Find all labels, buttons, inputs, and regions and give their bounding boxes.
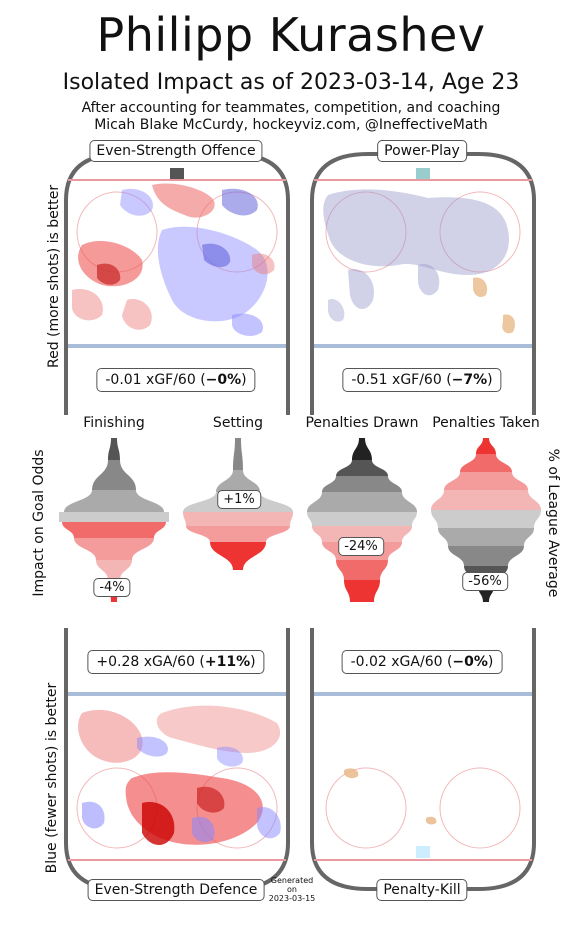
setting-header: Setting bbox=[212, 415, 264, 431]
violin-0-band-5 bbox=[74, 538, 154, 560]
penalty-kill-stat-value: -0.02 xGA/60 ( bbox=[350, 654, 453, 670]
ev-defence-rink bbox=[64, 628, 290, 891]
finishing-value: -4% bbox=[93, 578, 131, 597]
violin-0-band-1 bbox=[92, 460, 136, 490]
violin-2-band-3 bbox=[307, 492, 417, 512]
player-name-title: Philipp Kurashev bbox=[96, 8, 486, 62]
violin-0-band-3 bbox=[59, 512, 169, 522]
violin-3-band-6 bbox=[448, 546, 524, 566]
violin-2-band-1 bbox=[336, 460, 388, 476]
methodology-note: After accounting for teammates, competit… bbox=[0, 100, 582, 134]
power-play-rink bbox=[310, 152, 536, 415]
ev-offence-stat: -0.01 xGF/60 (−0%) bbox=[96, 368, 256, 392]
penalty-kill-stat: -0.02 xGA/60 (−0%) bbox=[341, 650, 503, 674]
penalties-taken-header: Penalties Taken bbox=[432, 415, 540, 431]
ev-offence-stat-value: -0.01 xGF/60 ( bbox=[105, 372, 206, 388]
power-play-label: Power-Play bbox=[377, 140, 467, 162]
violin-1-band-0 bbox=[233, 438, 243, 470]
violin-0-band-2 bbox=[64, 490, 164, 512]
impact-subtitle: Isolated Impact as of 2023-03-14, Age 23 bbox=[62, 70, 520, 95]
penalty-kill-label: Penalty-Kill bbox=[376, 879, 468, 901]
violin-1-band-3 bbox=[183, 512, 293, 526]
power-play-heatmap bbox=[323, 189, 515, 334]
violin-2-band-8 bbox=[344, 580, 380, 602]
penalty-kill-heatmap bbox=[344, 768, 437, 825]
power-play-stat-pct: −7% bbox=[451, 372, 488, 388]
ev-defence-stat-value: +0.28 xGA/60 ( bbox=[96, 654, 205, 670]
violin-2-band-2 bbox=[322, 476, 402, 492]
violin-2-band-5 bbox=[312, 526, 412, 542]
power-play-stat: -0.51 xGF/60 (−7%) bbox=[342, 368, 502, 392]
penalties-drawn-value: -24% bbox=[338, 537, 384, 556]
ev-defence-stat: +0.28 xGA/60 (+11%) bbox=[87, 650, 265, 674]
power-play-stat-value: -0.51 xGF/60 ( bbox=[351, 372, 452, 388]
ev-defence-stat-pct: +11% bbox=[204, 654, 251, 670]
ev-offence-stat-pct: −0% bbox=[205, 372, 242, 388]
ev-defence-heatmap bbox=[78, 705, 281, 846]
violin-2-band-7 bbox=[336, 560, 388, 580]
violin-1-band-5 bbox=[210, 542, 266, 570]
generated-date: 2023-03-15 bbox=[268, 894, 316, 903]
violin-0-band-6 bbox=[96, 560, 132, 580]
ev-offence-heatmap bbox=[72, 183, 275, 336]
ev-defence-label: Even-Strength Defence bbox=[87, 879, 265, 901]
violin-3-band-5 bbox=[438, 528, 534, 546]
ev-defence-stat-close: ) bbox=[250, 654, 256, 670]
generated-note: Generated on 2023-03-15 bbox=[262, 876, 322, 903]
penalty-kill-stat-close: ) bbox=[487, 654, 494, 670]
author-credit: Micah Blake McCurdy, hockeyviz.com, @Ine… bbox=[94, 117, 488, 133]
violin-1-band-4 bbox=[186, 526, 290, 542]
penalties-taken-value: -56% bbox=[462, 572, 508, 591]
methodology-line: After accounting for teammates, competit… bbox=[81, 100, 501, 116]
setting-value: +1% bbox=[217, 490, 261, 509]
ev-offence-rink bbox=[64, 152, 290, 415]
generated-on: on bbox=[287, 885, 297, 894]
defence-axis-label: Blue (fewer shots) is better bbox=[44, 682, 60, 874]
power-play-stat-close: ) bbox=[487, 372, 493, 388]
penalty-kill-stat-pct: −0% bbox=[452, 654, 488, 670]
ev-offence-label: Even-Strength Offence bbox=[89, 140, 263, 162]
finishing-header: Finishing bbox=[83, 415, 145, 431]
ev-offence-stat-close: ) bbox=[241, 372, 247, 388]
offence-axis-label: Red (more shots) is better bbox=[46, 184, 62, 368]
violin-2-band-4 bbox=[307, 512, 417, 526]
violin-3-band-1 bbox=[460, 454, 512, 472]
violin-1-band-1 bbox=[216, 470, 260, 492]
violin-0-band-4 bbox=[62, 522, 166, 538]
generated-word: Generated bbox=[270, 876, 314, 885]
violin-3-band-3 bbox=[431, 490, 541, 510]
violin-2-band-0 bbox=[352, 438, 372, 460]
violin-3-band-4 bbox=[431, 510, 541, 528]
violin-0-band-0 bbox=[108, 438, 120, 460]
violin-3-band-0 bbox=[476, 438, 496, 454]
penalties-drawn-header: Penalties Drawn bbox=[305, 415, 419, 431]
violin-3-band-2 bbox=[444, 472, 528, 490]
